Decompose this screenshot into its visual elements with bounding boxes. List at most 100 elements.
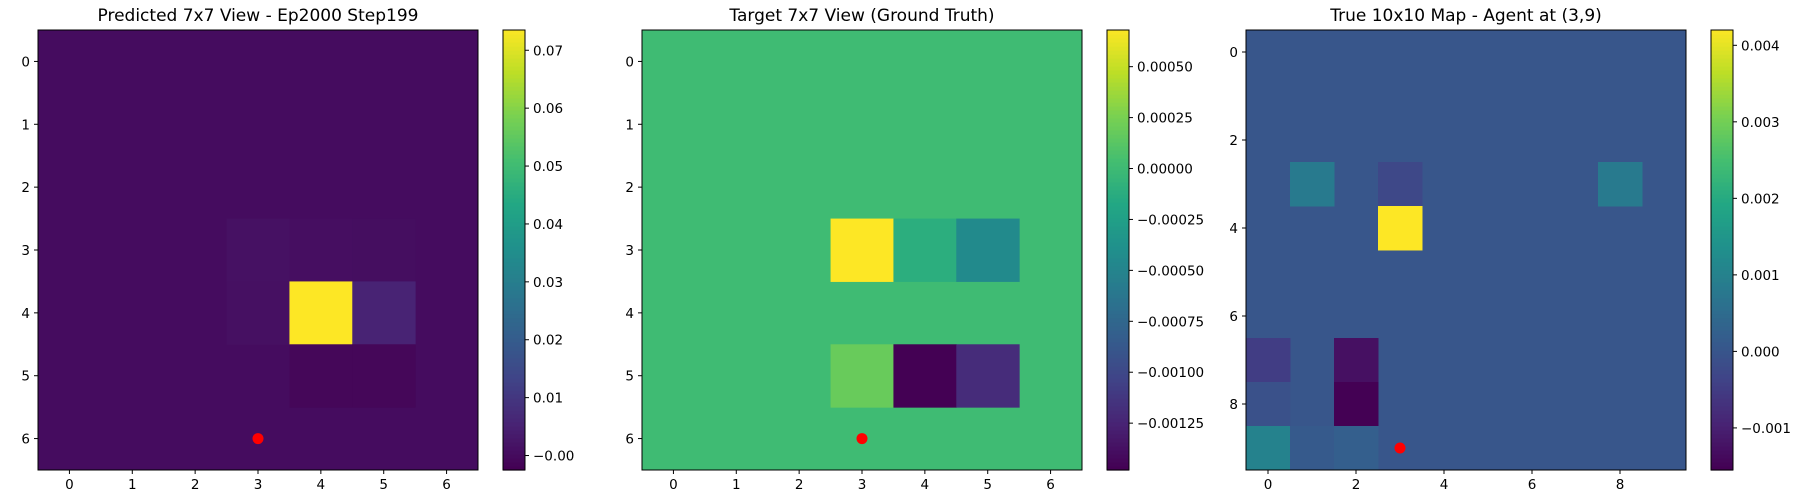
colorbar-segment xyxy=(1107,238,1129,243)
colorbar-segment xyxy=(503,74,525,79)
colorbar-segment xyxy=(503,162,525,167)
colorbar-segment xyxy=(1711,142,1733,147)
colorbar-segment xyxy=(503,234,525,239)
colorbar-frame xyxy=(1710,29,1734,471)
colorbar-segment xyxy=(503,342,525,347)
colorbar-segment xyxy=(1107,446,1129,451)
colorbar-segment xyxy=(503,206,525,211)
y-tick-label: 0 xyxy=(1229,45,1238,61)
colorbar-segment xyxy=(503,114,525,119)
colorbar-segment xyxy=(1107,30,1129,35)
x-tick-label: 6 xyxy=(442,477,451,493)
colorbar-segment xyxy=(1107,298,1129,303)
colorbar-segment xyxy=(1711,202,1733,207)
colorbar-segment xyxy=(503,42,525,47)
colorbar-tick-label: −0.00025 xyxy=(1137,212,1204,228)
colorbar-segment xyxy=(1107,222,1129,227)
colorbar-segment xyxy=(1711,454,1733,459)
colorbar-segment xyxy=(1107,34,1129,39)
colorbar-segment xyxy=(1711,390,1733,395)
colorbar-segment xyxy=(1107,426,1129,431)
colorbar-segment xyxy=(1107,150,1129,155)
colorbar-segment xyxy=(1107,454,1129,459)
x-tick-label: 6 xyxy=(1046,477,1055,493)
colorbar-segment xyxy=(503,238,525,243)
colorbar-segment xyxy=(503,90,525,95)
y-tick-label: 5 xyxy=(21,369,30,385)
colorbar-segment xyxy=(1711,346,1733,351)
colorbar-segment xyxy=(503,282,525,287)
colorbar-segment xyxy=(1107,190,1129,195)
colorbar-segment xyxy=(1711,134,1733,139)
colorbar-segment xyxy=(1107,186,1129,191)
colorbar-segment xyxy=(503,186,525,191)
chart-title: Predicted 7x7 View - Ep2000 Step199 xyxy=(98,6,419,26)
colorbar-segment xyxy=(1107,442,1129,447)
colorbar-segment xyxy=(1711,74,1733,79)
colorbar-segment xyxy=(1107,378,1129,383)
colorbar-segment xyxy=(1711,446,1733,451)
colorbar-segment xyxy=(1711,234,1733,239)
x-tick-label: 2 xyxy=(1352,477,1361,493)
colorbar-segment xyxy=(1711,310,1733,315)
colorbar-segment xyxy=(1711,146,1733,151)
heatmap-frame xyxy=(1245,29,1687,471)
colorbar-segment xyxy=(1107,450,1129,455)
colorbar-segment xyxy=(503,210,525,215)
colorbar-segment xyxy=(1107,466,1129,471)
colorbar-segment xyxy=(1711,426,1733,431)
colorbar-segment xyxy=(1107,250,1129,255)
colorbar-segment xyxy=(1107,414,1129,419)
colorbar-segment xyxy=(1711,114,1733,119)
colorbar-segment xyxy=(1711,370,1733,375)
colorbar-segment xyxy=(503,378,525,383)
colorbar-tick-label: 0.00025 xyxy=(1137,111,1193,127)
colorbar-segment xyxy=(503,190,525,195)
colorbar-segment xyxy=(1107,254,1129,259)
colorbar-segment xyxy=(1107,334,1129,339)
colorbar-segment xyxy=(503,458,525,463)
heatmap-cell xyxy=(830,344,894,408)
colorbar-segment xyxy=(503,246,525,251)
colorbar-segment xyxy=(503,302,525,307)
colorbar-segment xyxy=(503,82,525,87)
colorbar-segment xyxy=(503,230,525,235)
colorbar-segment xyxy=(1107,242,1129,247)
colorbar-segment xyxy=(503,438,525,443)
colorbar-segment xyxy=(1107,114,1129,119)
agent-marker xyxy=(252,433,264,445)
y-tick-label: 1 xyxy=(625,117,634,133)
colorbar-tick-label: 0.004 xyxy=(1741,38,1780,54)
colorbar-segment xyxy=(1107,218,1129,223)
colorbar-segment xyxy=(503,354,525,359)
colorbar-segment xyxy=(503,298,525,303)
heatmap-cell xyxy=(352,344,416,408)
colorbar-segment xyxy=(1711,274,1733,279)
y-tick-label: 6 xyxy=(21,432,30,448)
y-tick-label: 0 xyxy=(21,54,30,70)
colorbar-segment xyxy=(1107,66,1129,71)
colorbar-segment xyxy=(1711,290,1733,295)
colorbar-segment xyxy=(1711,254,1733,259)
colorbar-segment xyxy=(503,214,525,219)
y-tick-label: 4 xyxy=(625,306,634,322)
colorbar-segment xyxy=(1107,370,1129,375)
colorbar-segment xyxy=(1107,138,1129,143)
x-tick-label: 4 xyxy=(1440,477,1449,493)
heatmap-cell xyxy=(289,344,353,408)
y-tick-label: 5 xyxy=(625,369,634,385)
colorbar-segment xyxy=(1107,170,1129,175)
heatmap-cell xyxy=(1334,338,1379,383)
colorbar-segment xyxy=(503,462,525,467)
colorbar-segment xyxy=(503,390,525,395)
colorbar-segment xyxy=(1711,442,1733,447)
colorbar-segment xyxy=(503,338,525,343)
colorbar-segment xyxy=(1107,118,1129,123)
colorbar-segment xyxy=(503,334,525,339)
colorbar-segment xyxy=(1107,358,1129,363)
colorbar-segment xyxy=(503,242,525,247)
colorbar-segment xyxy=(1107,102,1129,107)
heatmap-cell xyxy=(893,344,957,408)
colorbar-tick-label: 0.002 xyxy=(1741,191,1780,207)
colorbar-segment xyxy=(503,414,525,419)
